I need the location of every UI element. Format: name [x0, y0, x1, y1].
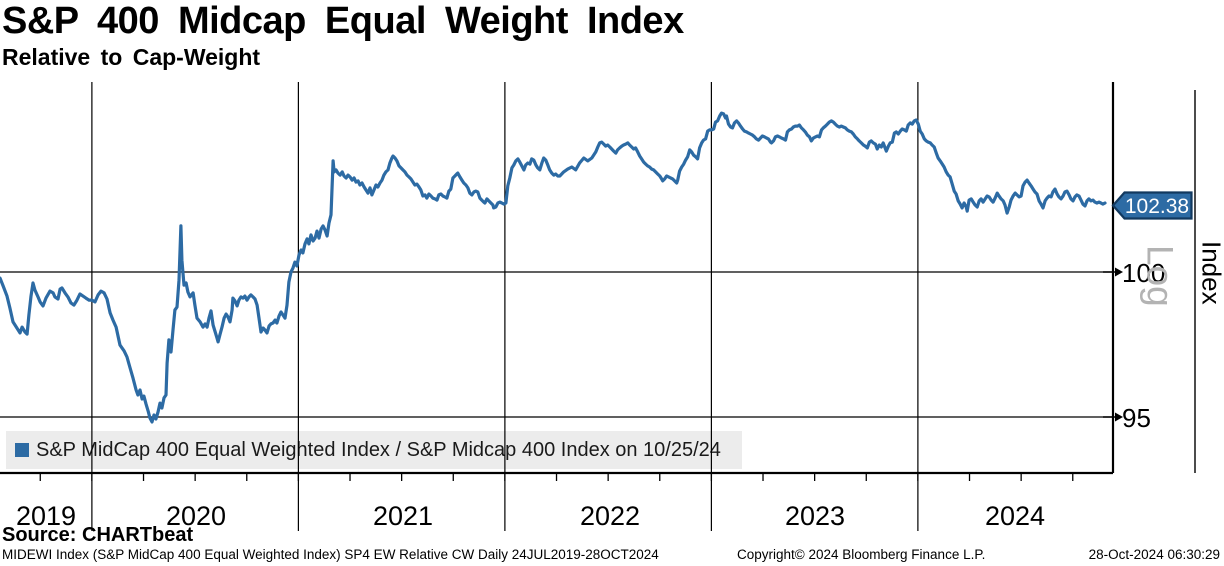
x-tick-label-2023: 2023 [784, 501, 846, 531]
last-price-tag: 102.38 [1111, 191, 1193, 220]
legend-swatch-icon [15, 443, 29, 457]
y-axis-title: Index [1196, 241, 1224, 305]
source-line: Source: CHARTbeat [2, 524, 194, 546]
x-tick-label-2021: 2021 [372, 501, 434, 531]
page-subtitle: Relative to Cap-Weight [2, 44, 261, 70]
legend: S&P MidCap 400 Equal Weighted Index / S&… [6, 431, 742, 469]
footer-security-description: MIDEWI Index (S&P MidCap 400 Equal Weigh… [2, 547, 659, 562]
page-title: S&P 400 Midcap Equal Weight Index [2, 0, 684, 42]
last-price-label: 102.38 [1125, 195, 1189, 218]
y-tick-label-95: 95 [1122, 403, 1151, 433]
log-scale-watermark: Log [1139, 245, 1181, 307]
footer-copyright: Copyright© 2024 Bloomberg Finance L.P. [737, 547, 986, 562]
legend-label: S&P MidCap 400 Equal Weighted Index / S&… [36, 438, 721, 461]
price-line [0, 111, 1107, 424]
y-tick-arrow-95 [1103, 412, 1123, 422]
x-tick-label-2022: 2022 [579, 501, 641, 531]
x-tick-label-2020: 2020 [165, 501, 227, 531]
footer-timestamp: 28-Oct-2024 06:30:29 [1088, 547, 1220, 562]
x-tick-label-2019: 2019 [15, 501, 77, 531]
y-tick-label-100: 100 [1122, 258, 1166, 288]
y-tick-arrow-100 [1103, 267, 1123, 277]
x-tick-label-2024: 2024 [984, 501, 1046, 531]
